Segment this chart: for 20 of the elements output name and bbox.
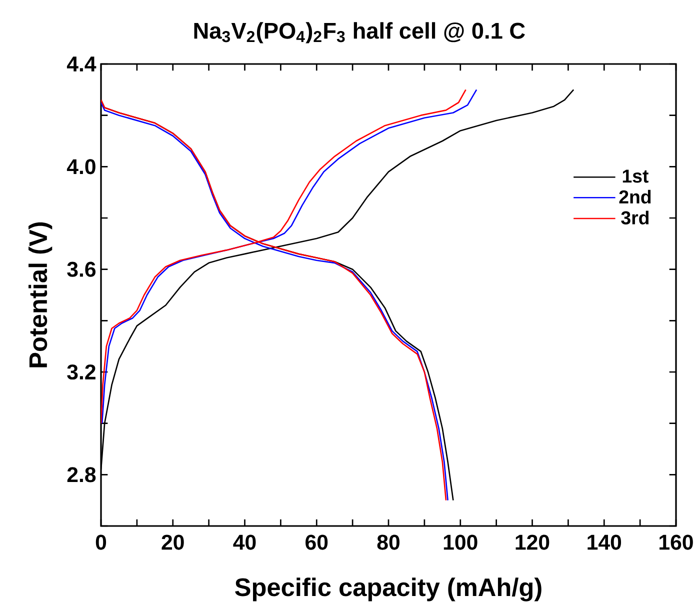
x-axis-title: Specific capacity (mAh/g)	[235, 578, 542, 602]
x-tick-label: 120	[516, 534, 550, 550]
x-tick-label: 20	[162, 534, 184, 550]
y-tick-label: 3.2	[67, 364, 96, 380]
y-axis-title: Potential (V)	[28, 222, 52, 368]
legend-label: 1st	[622, 170, 648, 183]
x-tick-label: 100	[444, 534, 478, 550]
x-tick-label: 0	[96, 534, 106, 550]
x-tick-label: 140	[588, 534, 622, 550]
y-tick-label: 3.6	[67, 262, 96, 277]
x-tick-label: 60	[306, 534, 328, 550]
x-tick-label: 40	[233, 534, 256, 550]
y-tick-label: 4.4	[66, 56, 96, 72]
x-tick-label: 80	[377, 534, 400, 550]
legend-label: 2nd	[619, 190, 651, 204]
x-tick-label: 160	[660, 534, 693, 550]
y-tick-label: 2.8	[67, 467, 96, 482]
legend-label: 3rd	[621, 210, 649, 224]
y-tick-label: 4.0	[66, 159, 96, 174]
chart-title: Na$_{3}$V$_{2}$(PO$_{4}$)$_{2}$F$_{3}$ half cell @ 0.1 C	[194, 22, 525, 44]
